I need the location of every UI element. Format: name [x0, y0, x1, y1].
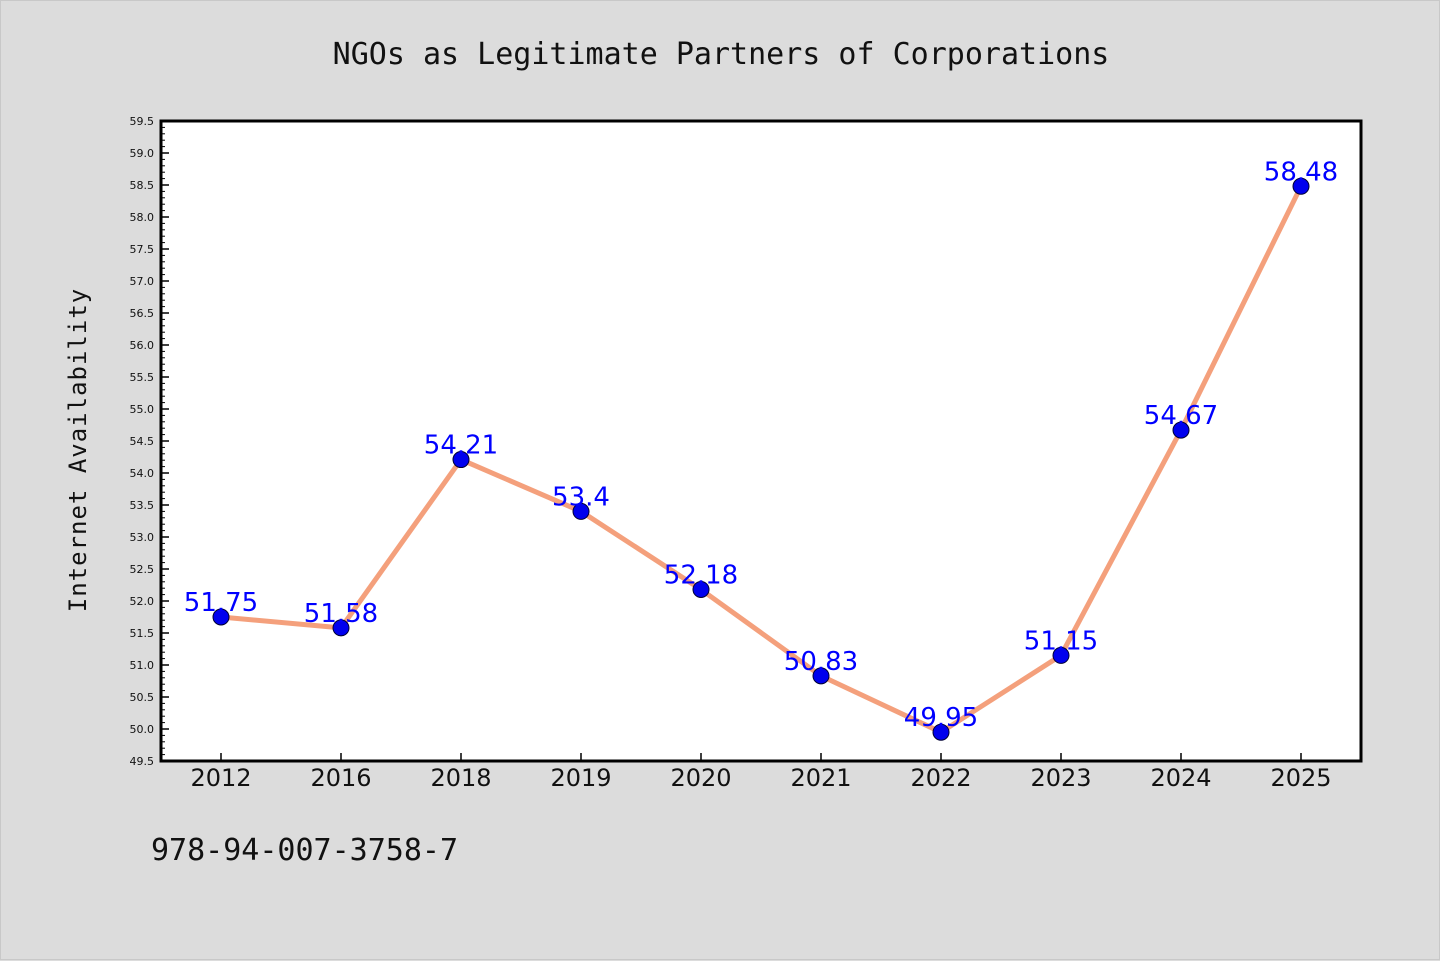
data-point	[452, 451, 470, 469]
data-label: 54.67	[1144, 401, 1218, 431]
y-axis-label: Internet Availability	[64, 288, 92, 612]
x-tick-label: 2023	[1030, 764, 1091, 792]
y-tick-label: 57.5	[130, 243, 155, 256]
data-label: 58.48	[1264, 157, 1338, 187]
y-tick-label: 55.0	[130, 403, 155, 416]
x-tick-label: 2018	[430, 764, 491, 792]
y-tick-label: 59.5	[130, 115, 155, 128]
data-label: 51.58	[304, 599, 378, 629]
data-point	[1052, 646, 1070, 664]
x-tick-label: 2024	[1150, 764, 1211, 792]
chart-title: NGOs as Legitimate Partners of Corporati…	[333, 37, 1110, 72]
y-tick-label: 58.0	[130, 211, 155, 224]
plot-area	[159, 119, 1363, 763]
data-point	[212, 608, 230, 626]
x-tick-label: 2020	[670, 764, 731, 792]
x-tick-label: 2016	[310, 764, 371, 792]
y-tick-label: 56.0	[130, 339, 155, 352]
y-tick-label: 56.5	[130, 307, 155, 320]
data-point	[692, 580, 710, 598]
y-tick-label: 58.5	[130, 179, 155, 192]
y-tick-label: 57.0	[130, 275, 155, 288]
y-axis: 49.5 50.0 50.5 51.0 51.5 52.0 52.5 53.0 53.5 54.0…	[130, 115, 169, 768]
y-tick-label: 53.5	[130, 499, 155, 512]
data-label: 49.95	[904, 703, 978, 733]
data-label: 51.75	[184, 588, 258, 618]
data-point	[812, 667, 830, 685]
x-tick-label: 2019	[550, 764, 611, 792]
data-point	[932, 723, 950, 741]
x-tick-label: 2021	[790, 764, 851, 792]
series-line	[220, 185, 1304, 735]
x-axis: 2012 2016 2018 2019 2020 2021 2022 2023 2024 2025	[190, 753, 1332, 792]
x-tick-label: 2022	[910, 764, 971, 792]
footer-code: 978-94-007-3758-7	[151, 833, 459, 868]
y-tick-label: 59.0	[130, 147, 155, 160]
data-label: 52.18	[664, 560, 738, 590]
y-tick-label: 49.5	[130, 755, 155, 768]
y-tick-label: 50.5	[130, 691, 155, 704]
data-label: 54.21	[424, 431, 498, 461]
data-label: 51.15	[1024, 626, 1098, 656]
data-point	[572, 502, 590, 520]
y-tick-label: 55.5	[130, 371, 155, 384]
y-tick-label: 54.5	[130, 435, 155, 448]
y-tick-label: 52.5	[130, 563, 155, 576]
y-tick-label: 50.0	[130, 723, 155, 736]
x-tick-label: 2025	[1270, 764, 1331, 792]
y-tick-label: 54.0	[130, 467, 155, 480]
series-layer: 51.75 51.58 54.21 53.4 52.18 50.83 49.95 51.15 5…	[184, 157, 1338, 741]
data-label: 53.4	[552, 482, 610, 512]
y-tick-label: 52.0	[130, 595, 155, 608]
y-tick-label: 51.0	[130, 659, 155, 672]
data-label: 50.83	[784, 647, 858, 677]
x-tick-label: 2012	[190, 764, 251, 792]
data-point	[1172, 421, 1190, 439]
y-tick-label: 51.5	[130, 627, 155, 640]
y-tick-label: 53.0	[130, 531, 155, 544]
data-point	[1292, 177, 1310, 195]
data-point	[332, 619, 350, 637]
